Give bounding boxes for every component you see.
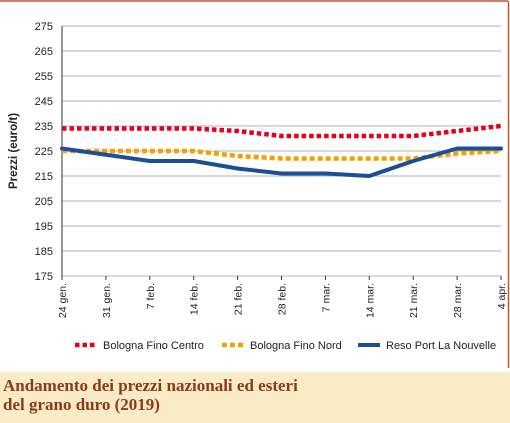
- x-tick-label: 21 feb.: [233, 283, 245, 315]
- y-tick-label: 265: [35, 46, 53, 58]
- y-tick-label: 235: [35, 121, 53, 133]
- line-chart: 175 185 195 205 215 225 235 245 255 265 275 Prezzi …: [0, 0, 510, 368]
- y-axis-title: Prezzi (euro/t): [8, 113, 20, 189]
- series-line-3: [60, 146, 503, 178]
- y-tick-label: 195: [35, 221, 53, 233]
- legend-label-1: Bologna Fino Centro: [103, 340, 204, 352]
- chart-caption: Andamento dei prezzi nazionali ed esteri…: [3, 376, 298, 414]
- x-tick-label: 7 feb.: [145, 283, 157, 309]
- series-line-2: [62, 148, 502, 161]
- caption-box: Andamento dei prezzi nazionali ed esteri…: [0, 372, 510, 423]
- x-tick-label: 28 feb.: [277, 283, 289, 315]
- y-tick-label: 255: [35, 71, 53, 83]
- y-tick-label: 275: [35, 21, 53, 33]
- y-tick-label: 215: [35, 171, 53, 183]
- y-tick-label: 175: [35, 271, 53, 283]
- x-tick-label: 14 mar.: [364, 283, 376, 318]
- chart-area: 175 185 195 205 215 225 235 245 255 265 275 Prezzi …: [0, 0, 510, 368]
- x-tick-label: 21 mar.: [408, 283, 420, 318]
- y-tick-label: 185: [35, 246, 53, 258]
- x-tick-label: 4 apr.: [496, 283, 508, 309]
- y-tick-label: 205: [35, 196, 53, 208]
- x-tick-label: 31 gen.: [101, 283, 113, 318]
- y-tick-label: 225: [35, 146, 53, 158]
- x-tick-label: 24 gen.: [57, 283, 69, 318]
- series-line-1: [62, 123, 502, 139]
- x-tick-label: 28 mar.: [452, 283, 464, 318]
- x-tick-label: 14 feb.: [189, 283, 201, 315]
- y-tick-label: 245: [35, 96, 53, 108]
- x-tick-label: 7 mar.: [320, 283, 332, 312]
- legend-label-3: Reso Port La Nouvelle: [386, 340, 496, 352]
- legend-label-2: Bologna Fino Nord: [250, 340, 342, 352]
